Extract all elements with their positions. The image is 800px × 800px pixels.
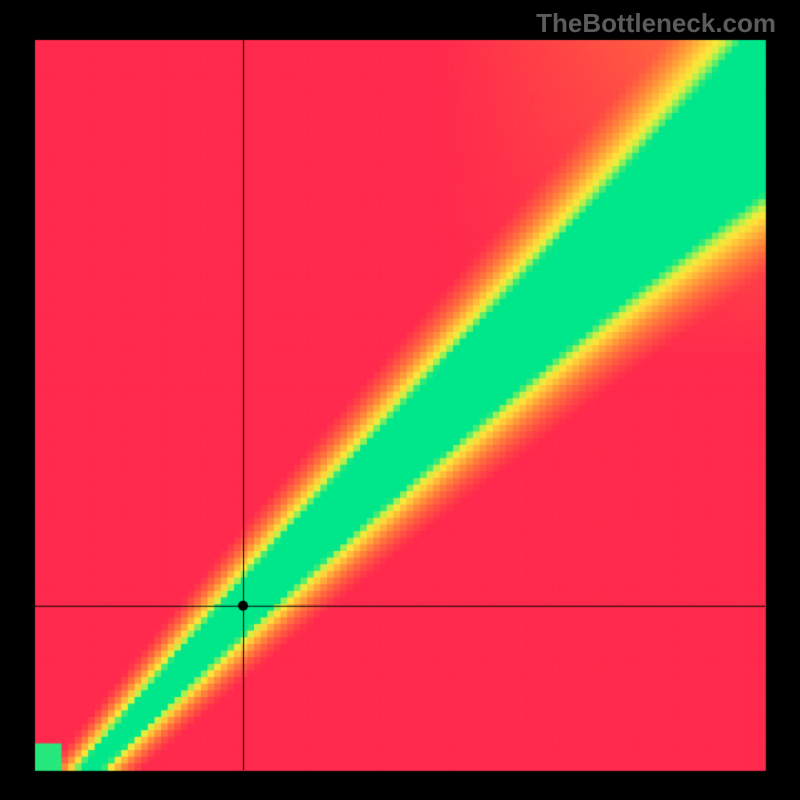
watermark-text: TheBottleneck.com [536,8,776,39]
bottleneck-heatmap [0,0,800,800]
